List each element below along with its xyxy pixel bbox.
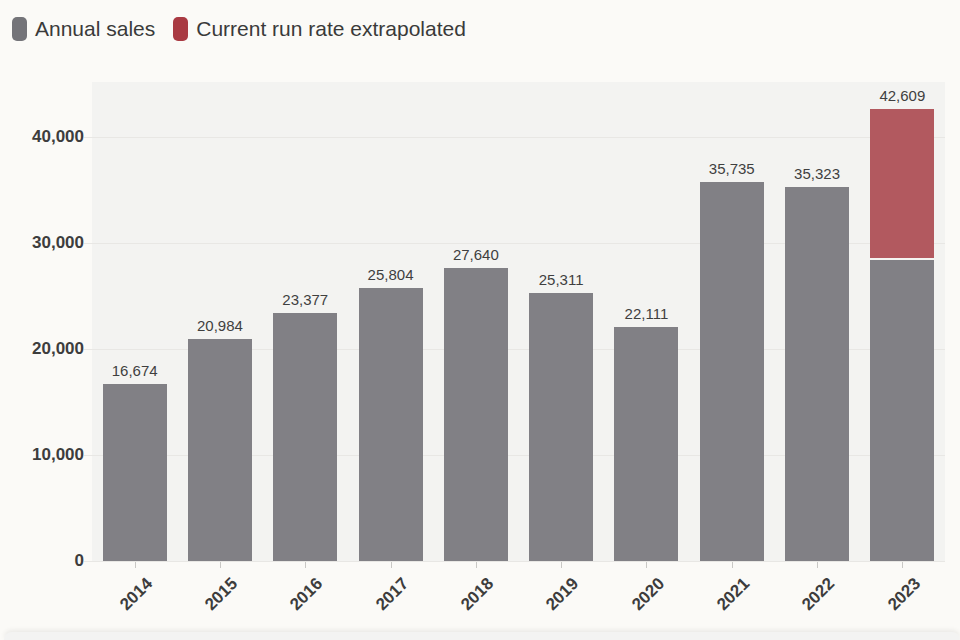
bar-value-label: 20,984 (165, 317, 275, 334)
bar-value-label: 35,323 (762, 165, 872, 182)
bar-value-label: 22,111 (591, 305, 701, 322)
y-tick-label: 10,000 (0, 445, 84, 465)
x-tick-label-2019: 2019 (542, 574, 583, 615)
bar-value-label: 25,311 (506, 271, 616, 288)
x-tick-label-2021: 2021 (713, 574, 754, 615)
bar-value-label: 23,377 (250, 291, 360, 308)
bar-annual-sales-2015 (188, 339, 252, 561)
chart-legend: Annual sales Current run rate extrapolat… (12, 17, 466, 41)
bottom-panel-edge (4, 632, 960, 640)
gridline (84, 137, 945, 138)
bar-annual-sales-2020 (614, 327, 678, 561)
legend-item-annual-sales: Annual sales (12, 17, 155, 41)
x-tick (391, 562, 392, 568)
bar-annual-sales-2021 (700, 182, 764, 561)
bar-annual-sales-2023 (870, 260, 934, 561)
x-tick-label-2020: 2020 (628, 574, 669, 615)
legend-swatch-gray-icon (12, 17, 27, 41)
x-axis: 2014 2015 2016 2017 2018 2019 2020 2021 2022 2023 (92, 561, 945, 640)
x-tick (135, 562, 136, 568)
x-tick (732, 562, 733, 568)
bar-annual-sales-2016 (273, 313, 337, 561)
bar-annual-sales-2018 (444, 268, 508, 561)
bar-value-label: 42,609 (847, 87, 957, 104)
y-axis: 010,00020,00030,00040,000 (0, 82, 84, 561)
x-tick (817, 562, 818, 568)
legend-item-run-rate: Current run rate extrapolated (173, 17, 466, 41)
y-tick-label: 30,000 (0, 233, 84, 253)
y-tick-label: 0 (0, 551, 84, 571)
x-tick (646, 562, 647, 568)
bar-value-label: 16,674 (80, 362, 190, 379)
x-tick (902, 562, 903, 568)
x-tick (476, 562, 477, 568)
bar-annual-sales-2019 (529, 293, 593, 561)
bar-annual-sales-2017 (359, 288, 423, 561)
bar-annual-sales-2014 (103, 384, 167, 561)
x-tick-label-2017: 2017 (372, 574, 413, 615)
x-tick-label-2022: 2022 (798, 574, 839, 615)
x-tick (305, 562, 306, 568)
bar-annual-sales-2022 (785, 187, 849, 561)
x-tick (220, 562, 221, 568)
legend-label-annual-sales: Annual sales (35, 17, 155, 41)
x-tick-label-2023: 2023 (884, 574, 925, 615)
bar-value-label: 25,804 (336, 266, 446, 283)
x-tick (561, 562, 562, 568)
bar-run-rate-2023 (870, 109, 934, 260)
legend-swatch-red-icon (173, 17, 188, 41)
x-tick-label-2016: 2016 (287, 574, 328, 615)
x-tick-label-2014: 2014 (116, 574, 157, 615)
legend-label-run-rate: Current run rate extrapolated (196, 17, 466, 41)
y-tick-label: 20,000 (0, 339, 84, 359)
x-tick-label-2015: 2015 (201, 574, 242, 615)
plot-area: 16,67420,98423,37725,80427,64025,31122,1… (92, 82, 945, 561)
y-tick-label: 40,000 (0, 127, 84, 147)
bar-value-label: 27,640 (421, 246, 531, 263)
x-tick-label-2018: 2018 (457, 574, 498, 615)
